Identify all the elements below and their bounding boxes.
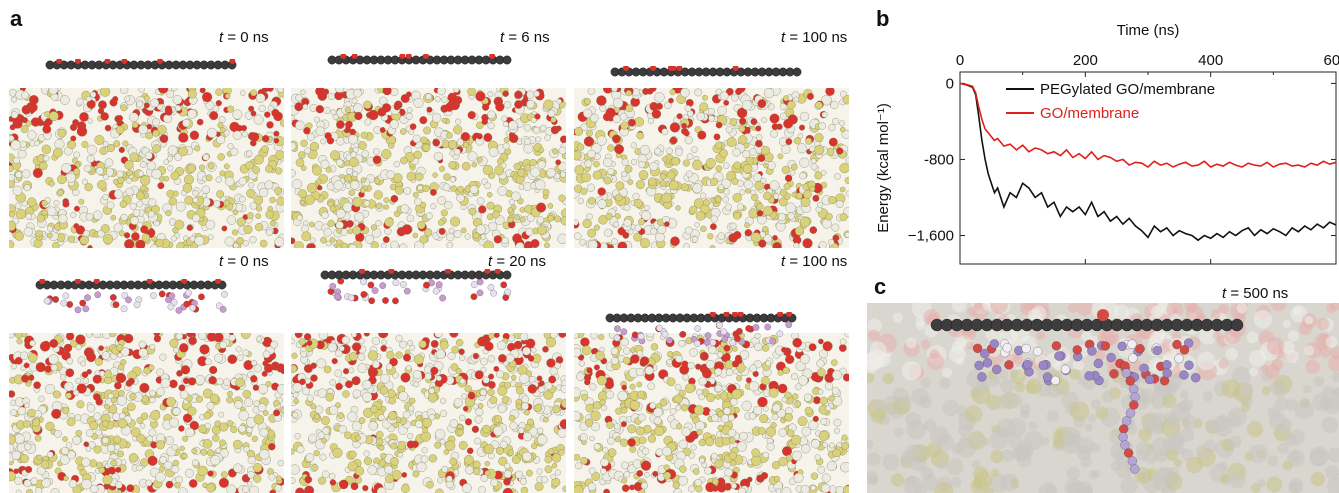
legend-label: PEGylated GO/membrane (1040, 81, 1215, 98)
x-tick-label: 600 (1323, 52, 1339, 69)
panel-c-snapshot (867, 303, 1339, 493)
panel-a-letter: a (10, 6, 23, 31)
y-tick-label: −1,600 (908, 227, 954, 244)
legend-label: GO/membrane (1040, 105, 1139, 122)
membrane-snapshot (291, 333, 566, 493)
graphene-oxide-sheet (45, 58, 240, 104)
x-tick-label: 0 (956, 52, 964, 69)
snapshot-time-label: t = 6 ns (500, 29, 550, 46)
snapshot-time-label: t = 20 ns (488, 253, 546, 270)
graphene-oxide-sheet (605, 311, 800, 357)
graphene-oxide-sheet (610, 65, 805, 111)
x-axis-label: Time (ns) (1117, 22, 1180, 39)
panel-c-letter: c (874, 274, 887, 299)
x-tick-label: 200 (1073, 52, 1098, 69)
series-line-1 (959, 82, 1337, 168)
panel-c-time-label: t = 500 ns (1222, 285, 1289, 302)
x-tick-label: 400 (1198, 52, 1223, 69)
membrane-snapshot (9, 333, 284, 493)
graphene-oxide-sheet (320, 268, 515, 314)
peg-go-membrane-render (867, 303, 1339, 493)
series-line-0 (959, 82, 1337, 242)
y-tick-label: 0 (946, 75, 954, 92)
membrane-snapshot (574, 333, 849, 493)
membrane-snapshot (291, 88, 566, 248)
panel-b-letter: b (876, 6, 890, 31)
energy-chart: Time (ns) 0 200 400 600 0 -800 −1,600 Energy (kc… (875, 22, 1339, 265)
graphene-oxide-sheet (35, 278, 230, 324)
membrane-snapshot (9, 88, 284, 248)
plot-frame (959, 71, 1337, 265)
graphene-oxide-sheet (327, 53, 520, 99)
snapshot-time-label: t = 100 ns (781, 253, 848, 270)
snapshot-time-label: t = 100 ns (781, 29, 848, 46)
membrane-snapshot (574, 88, 849, 248)
y-axis-label: Energy (kcal mol⁻¹) (875, 103, 892, 233)
snapshot-time-label: t = 0 ns (219, 253, 269, 270)
snapshot-time-label: t = 0 ns (219, 29, 269, 46)
y-tick-label: -800 (924, 151, 954, 168)
